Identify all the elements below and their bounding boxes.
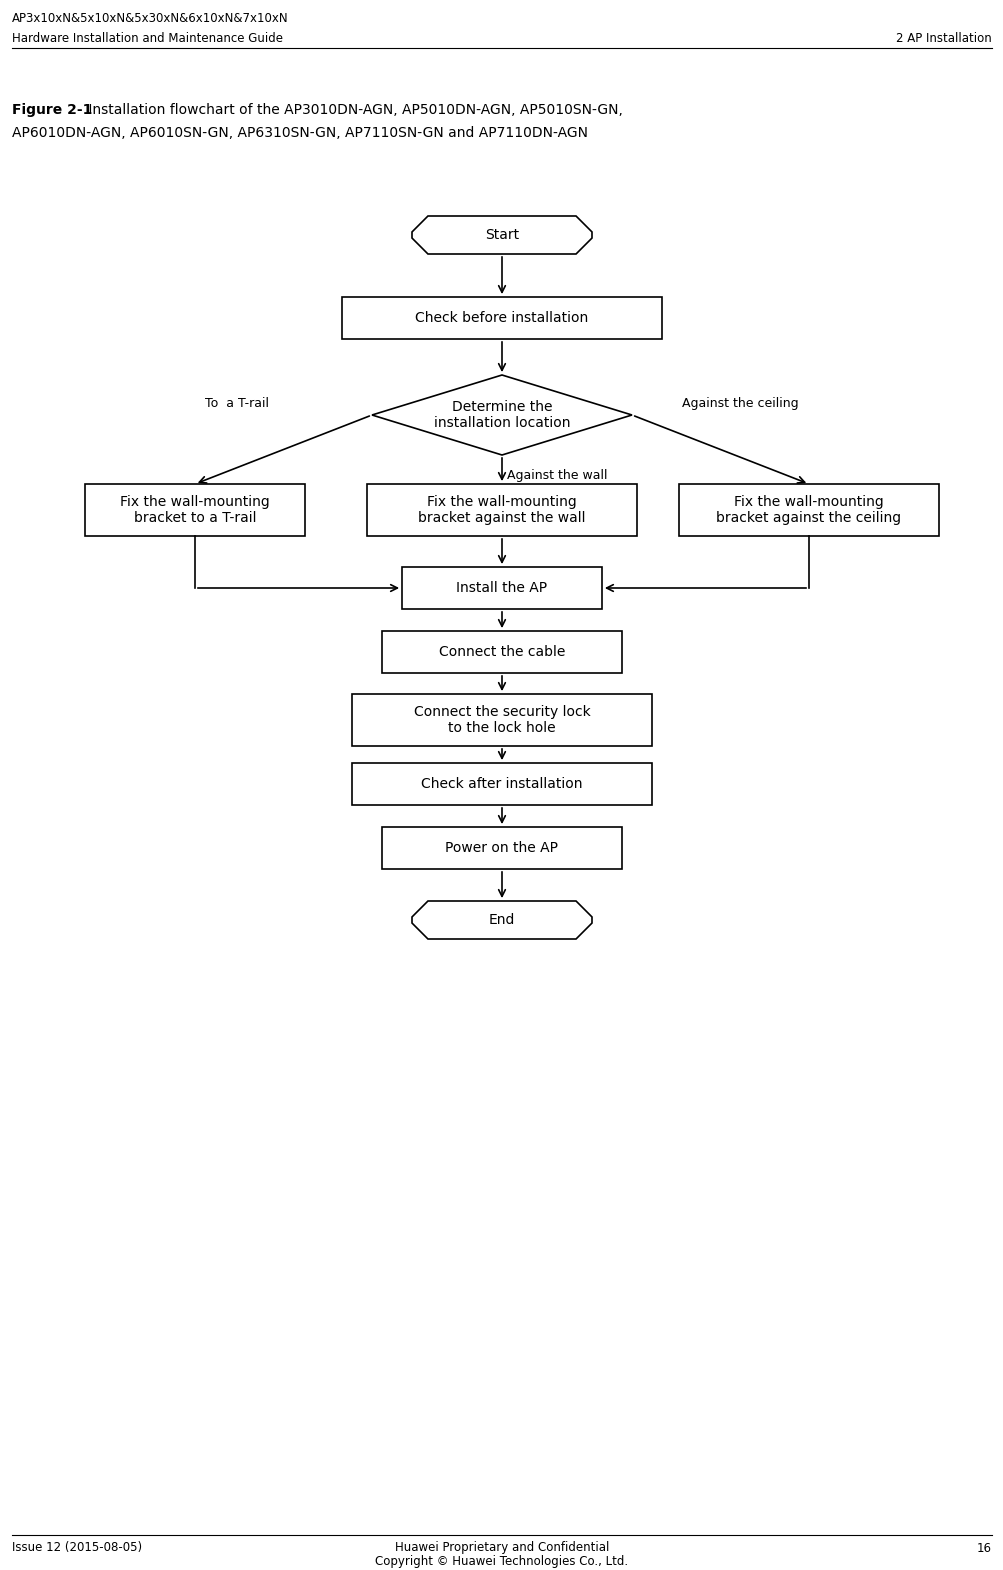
Text: To  a T-rail: To a T-rail xyxy=(205,397,269,410)
Text: Hardware Installation and Maintenance Guide: Hardware Installation and Maintenance Gu… xyxy=(12,31,283,44)
Text: AP6010DN-AGN, AP6010SN-GN, AP6310SN-GN, AP7110SN-GN and AP7110DN-AGN: AP6010DN-AGN, AP6010SN-GN, AP6310SN-GN, … xyxy=(12,126,588,140)
Text: Start: Start xyxy=(484,228,519,242)
Bar xyxy=(367,484,636,535)
Text: AP3x10xN&5x10xN&5x30xN&6x10xN&7x10xN: AP3x10xN&5x10xN&5x30xN&6x10xN&7x10xN xyxy=(12,11,288,25)
Text: 16: 16 xyxy=(976,1542,991,1554)
Text: Fix the wall-mounting
bracket against the ceiling: Fix the wall-mounting bracket against th… xyxy=(716,495,901,524)
Text: Fix the wall-mounting
bracket to a T-rail: Fix the wall-mounting bracket to a T-rai… xyxy=(120,495,270,524)
Text: Connect the security lock
to the lock hole: Connect the security lock to the lock ho… xyxy=(413,705,590,735)
Text: Check before installation: Check before installation xyxy=(415,311,588,325)
Bar xyxy=(381,827,622,870)
Text: Huawei Proprietary and Confidential: Huawei Proprietary and Confidential xyxy=(394,1542,609,1554)
Text: Copyright © Huawei Technologies Co., Ltd.: Copyright © Huawei Technologies Co., Ltd… xyxy=(375,1554,628,1567)
Bar xyxy=(352,763,651,805)
Bar xyxy=(85,484,305,535)
Text: Figure 2-1: Figure 2-1 xyxy=(12,104,92,118)
Bar xyxy=(342,297,661,339)
Text: Power on the AP: Power on the AP xyxy=(445,842,558,856)
Text: Fix the wall-mounting
bracket against the wall: Fix the wall-mounting bracket against th… xyxy=(418,495,585,524)
Bar xyxy=(352,694,651,746)
Text: 2 AP Installation: 2 AP Installation xyxy=(896,31,991,44)
Text: Against the ceiling: Against the ceiling xyxy=(682,397,798,410)
Text: Check after installation: Check after installation xyxy=(421,777,582,791)
Text: Issue 12 (2015-08-05): Issue 12 (2015-08-05) xyxy=(12,1542,142,1554)
Text: Installation flowchart of the AP3010DN-AGN, AP5010DN-AGN, AP5010SN-GN,: Installation flowchart of the AP3010DN-A… xyxy=(84,104,622,118)
Text: Against the wall: Against the wall xyxy=(507,469,607,482)
Bar xyxy=(678,484,938,535)
Text: Connect the cable: Connect the cable xyxy=(438,645,565,659)
Bar xyxy=(401,567,602,609)
Text: End: End xyxy=(488,914,515,926)
Text: Install the AP: Install the AP xyxy=(456,581,547,595)
Bar xyxy=(381,631,622,674)
Text: Determine the
installation location: Determine the installation location xyxy=(433,400,570,430)
